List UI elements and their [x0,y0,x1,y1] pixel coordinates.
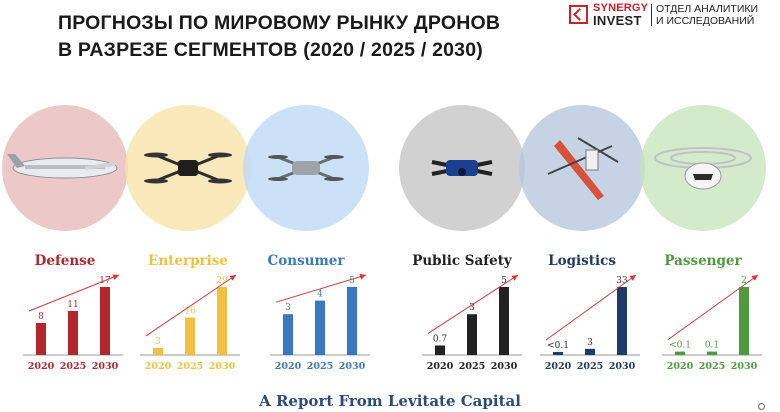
data-label-2020: 0.7 [433,334,448,344]
quadcopter-icon [144,152,232,184]
tick-label-2025: 2025 [577,361,603,372]
air-taxi-icon [654,147,752,190]
bar-2030 [347,287,357,355]
data-label-2020: 3 [155,337,161,347]
data-label-2020: 8 [38,312,44,322]
foldable-drone-icon [268,155,344,181]
logo-word-1: SYNERGY [593,2,649,14]
tick-label-2020: 2020 [28,361,55,372]
chart-public-safety: 0.7 2020 3 2025 5 2030 [422,274,522,372]
military-drone-icon [7,154,118,179]
growth-arrow-icon [275,273,367,303]
bar-2030 [739,287,749,355]
bar-2020 [36,323,46,355]
tick-label-2020: 2020 [275,361,302,372]
data-label-2025: 16 [184,306,196,316]
data-label-2025: 3 [469,303,475,313]
tick-label-2025: 2025 [60,361,86,372]
bar-2030 [100,287,110,355]
synergy-invest-logo: SYNERGY INVEST ОТДЕЛ АНАЛИТИКИ И ИССЛЕДО… [566,0,780,30]
segment-label-passenger: Passenger [664,253,742,269]
segment-label-consumer: Consumer [267,253,345,269]
tick-label-2030: 2030 [731,361,758,372]
bar-2025 [707,351,717,355]
growth-arrow-icon [427,274,519,334]
report-source: A Report From Levitate Capital [259,392,521,410]
tick-label-2025: 2025 [307,361,333,372]
tick-label-2025: 2025 [459,361,485,372]
tick-label-2030: 2030 [209,361,236,372]
segment-label-enterprise: Enterprise [148,253,228,269]
bar-2030 [617,287,627,355]
data-label-2020: 3 [285,303,291,313]
data-label-2020: <0.1 [669,341,691,351]
tick-label-2020: 2020 [545,361,572,372]
tick-label-2030: 2030 [339,361,366,372]
logo-tagline-2: И ИССЛЕДОВАНИЙ [656,15,755,27]
tick-label-2020: 2020 [667,361,694,372]
logo-mark-icon [569,5,588,24]
chart-logistics: <0.1 2020 3 2025 33 2030 [540,274,640,372]
page-indicator-icon [758,403,765,410]
growth-arrow-icon [545,274,637,341]
logo-divider [651,4,652,26]
cargo-drone-icon [547,137,619,200]
segment-label-logistics: Logistics [548,253,616,269]
data-label-2025: 4 [317,290,323,300]
tick-label-2030: 2030 [491,361,518,372]
bar-2025 [68,311,78,355]
tick-label-2025: 2025 [177,361,203,372]
tick-label-2030: 2030 [92,361,119,372]
data-label-2030: 5 [349,276,355,286]
bar-2020 [553,352,563,355]
growth-arrow-icon [28,274,120,312]
safety-drone-icon [431,160,493,176]
data-label-2025: 11 [67,300,78,310]
data-label-2030: 33 [616,276,628,286]
chart-defense: 82020112025172030 [23,274,123,372]
bar-2025 [315,300,325,355]
logo-word-2: INVEST [593,13,642,28]
growth-arrow-icon [145,274,237,337]
data-label-2030: 5 [501,276,507,286]
data-label-2025: 0.1 [705,341,719,351]
tick-label-2020: 2020 [427,361,454,372]
bar-2030 [217,287,227,355]
bar-2020 [283,314,293,355]
bar-2025 [467,314,477,355]
bar-2025 [185,317,195,355]
chart-enterprise: 3 2020 16 2025 29 2030 [140,274,240,372]
data-label-2030: 29 [216,276,228,286]
tick-label-2025: 2025 [699,361,725,372]
segment-label-public-safety: Public Safety [412,253,512,269]
data-label-2030: 2 [741,276,747,286]
bar-2020 [435,345,445,355]
bar-2025 [585,348,595,355]
chart-consumer: 3 2020 4 2025 5 2030 [270,273,370,372]
logo-tagline-1: ОТДЕЛ АНАЛИТИКИ [656,3,759,15]
page-title: ПРОГНОЗЫ ПО МИРОВОМУ РЫНКУ ДРОНОВ В РАЗР… [58,10,558,64]
data-label-2025: 3 [587,338,593,348]
title-line-2: В РАЗРЕЗЕ СЕГМЕНТОВ (2020 / 2025 / 2030) [58,39,483,61]
title-line-1: ПРОГНОЗЫ ПО МИРОВОМУ РЫНКУ ДРОНОВ [58,12,501,34]
tick-label-2030: 2030 [609,361,636,372]
growth-arrow-icon [667,274,759,341]
bar-2030 [499,287,509,355]
chart-passenger: <0.1 2020 0.1 2025 2 2030 [662,274,762,372]
tick-label-2020: 2020 [145,361,172,372]
bar-2020 [153,347,163,355]
data-label-2020: <0.1 [547,341,569,351]
segment-label-defense: Defense [34,253,96,269]
bar-2020 [675,351,685,355]
